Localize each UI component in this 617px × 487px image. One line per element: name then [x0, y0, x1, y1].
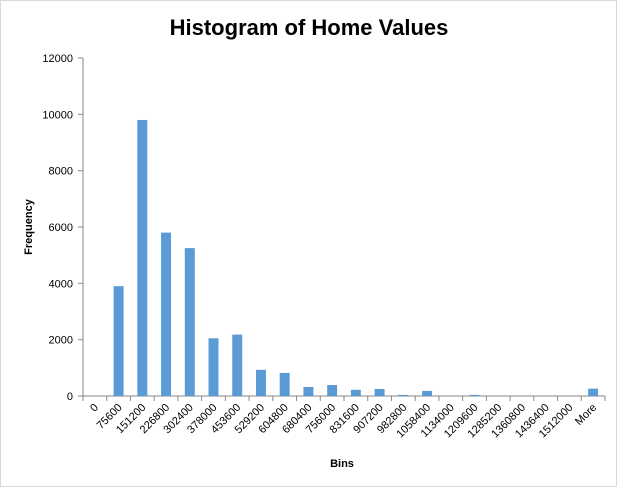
y-tick-label: 6000: [49, 222, 73, 234]
bar-302400: [184, 248, 195, 396]
y-tick-label: 12000: [42, 53, 73, 65]
bar-378000: [208, 338, 219, 396]
bar-680400: [303, 386, 314, 396]
x-tick-label: More: [573, 402, 599, 428]
bar-604800: [279, 372, 290, 396]
bar-453600: [232, 334, 243, 396]
x-tick-label: 0: [88, 402, 101, 415]
bar-1058400: [422, 390, 433, 396]
bar-More: [588, 388, 599, 396]
y-tick-label: 0: [67, 391, 73, 403]
y-tick-labels: 0 2000 4000 6000 8000 10000 12000: [42, 53, 73, 403]
bar-226800: [161, 232, 172, 396]
bar-756000: [327, 385, 338, 396]
chart-title: Histogram of Home Values: [170, 15, 449, 40]
bar-982800: [398, 394, 409, 396]
bar-1209600: [469, 394, 480, 396]
bar-529200: [255, 369, 266, 396]
bar-75600: [113, 286, 124, 396]
axes: [78, 57, 606, 401]
y-tick-label: 4000: [49, 278, 73, 290]
bar-907200: [374, 388, 385, 396]
bar-151200: [137, 119, 148, 396]
y-tick-label: 10000: [42, 109, 73, 121]
y-tick-label: 2000: [49, 335, 73, 347]
x-axis-title: Bins: [330, 458, 354, 470]
x-tick-labels: 0756001512002268003024003780004536005292…: [88, 402, 599, 441]
y-tick-label: 8000: [49, 166, 73, 178]
y-axis-title: Frequency: [23, 198, 35, 255]
bar-831600: [350, 389, 361, 396]
bars-group: [113, 119, 599, 396]
